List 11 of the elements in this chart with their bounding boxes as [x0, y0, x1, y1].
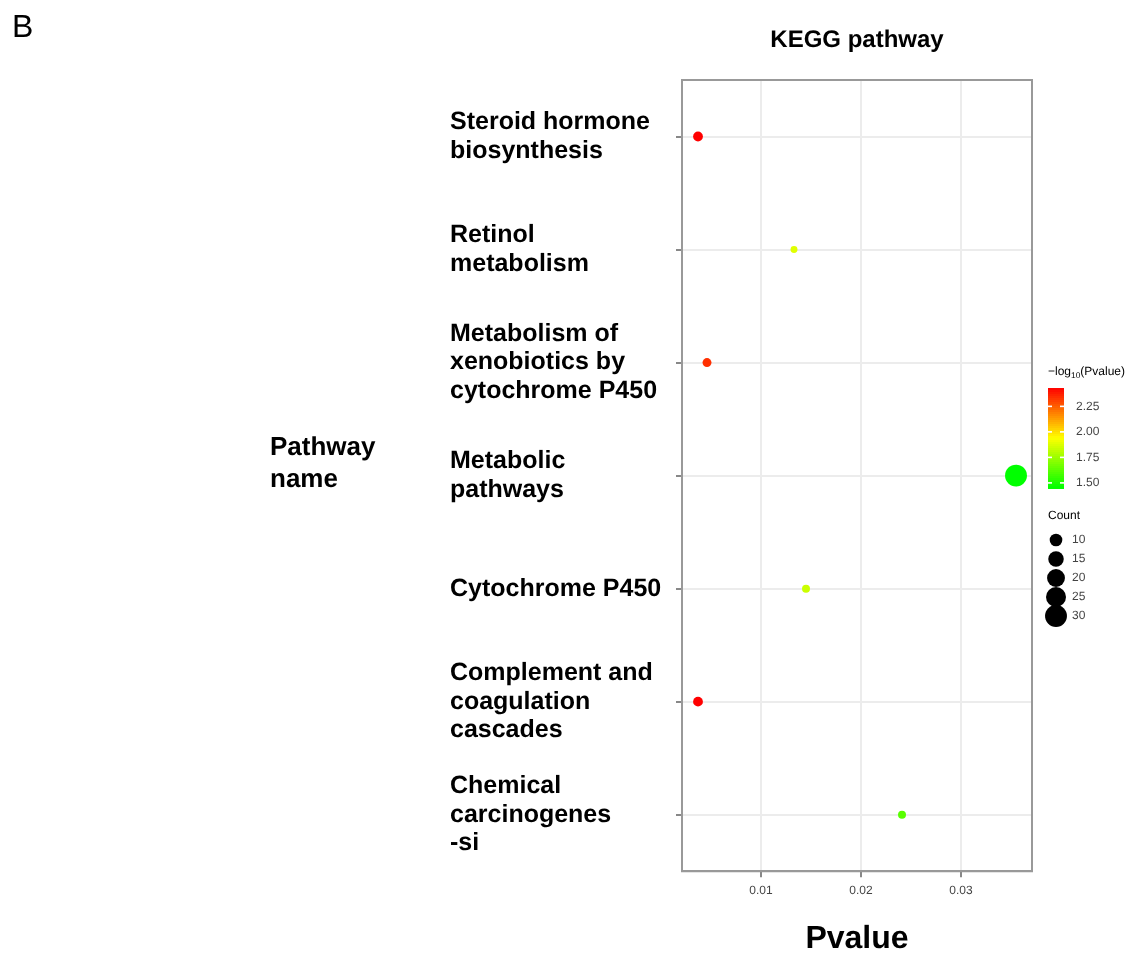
y-tick-label: Chemical carcinogenes -si	[450, 770, 612, 857]
y-tick-label: Metabolism of xenobiotics by cytochrome P450	[450, 318, 658, 405]
y-tick-label: Retinol metabolism	[450, 220, 589, 277]
y-axis-title: Pathway name	[270, 431, 378, 494]
chart-title: KEGG pathway	[770, 24, 945, 53]
x-axis-title: Pvalue	[805, 921, 909, 956]
y-tick-label: Cytochrome P450	[450, 573, 662, 602]
y-tick-label: Complement and coagulation cascades	[450, 657, 653, 744]
text: B	[12, 10, 34, 45]
y-tick-label: Metabolic pathways	[450, 446, 566, 503]
y-tick-label: Steroid hormone biosynthesis	[450, 107, 651, 164]
